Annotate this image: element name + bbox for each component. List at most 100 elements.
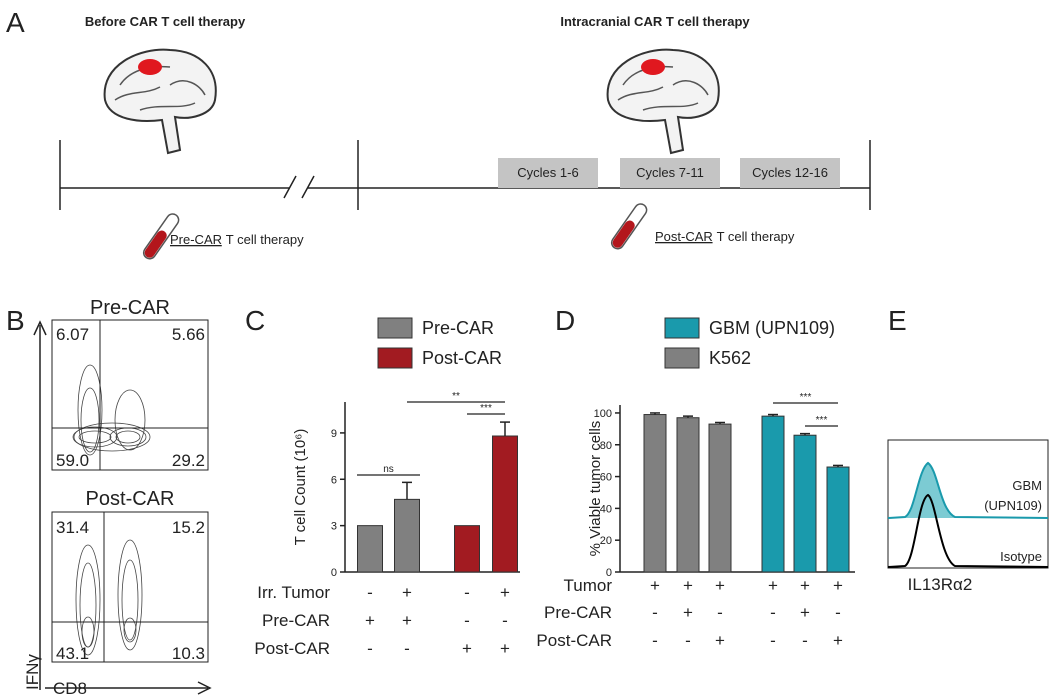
bar bbox=[761, 415, 785, 573]
control-label: Isotype bbox=[1000, 549, 1042, 564]
condition-mark: + bbox=[715, 631, 725, 650]
blood-tube bbox=[610, 203, 648, 250]
quadrant-value: 59.0 bbox=[56, 451, 89, 470]
contours bbox=[75, 539, 143, 656]
axis-label: IL13Rα2 bbox=[908, 575, 973, 594]
cycle-label: Cycles 12-16 bbox=[752, 165, 828, 180]
y-axis-label: % Viable tumor cells bbox=[587, 421, 604, 557]
y-tick-label: 80 bbox=[600, 440, 612, 452]
bar bbox=[676, 417, 700, 573]
sample-underlined: Post-CAR bbox=[655, 229, 713, 244]
brain-icon bbox=[606, 48, 720, 155]
blood-tube bbox=[142, 213, 180, 260]
sample-label: (UPN109) bbox=[984, 498, 1042, 513]
flow-plot bbox=[51, 319, 209, 471]
histogram-frame bbox=[887, 439, 1049, 569]
y-tick-label: 40 bbox=[600, 503, 612, 515]
y-tick-label: 20 bbox=[600, 535, 612, 547]
panel-label: B bbox=[6, 305, 25, 336]
significance-label: ** bbox=[452, 391, 460, 402]
condition-mark: + bbox=[683, 603, 693, 622]
condition-mark: - bbox=[652, 631, 658, 650]
y-tick-label: 60 bbox=[600, 472, 612, 484]
legend-label: K562 bbox=[709, 348, 751, 368]
legend-swatch bbox=[664, 317, 700, 339]
bar bbox=[793, 434, 817, 573]
histogram-panel: GBM (UPN109) Isotype IL13Rα2 bbox=[887, 439, 1049, 594]
bar bbox=[357, 525, 383, 573]
quadrant-value: 43.1 bbox=[56, 644, 89, 663]
brain-icon bbox=[103, 48, 217, 155]
quadrant-value: 29.2 bbox=[172, 451, 205, 470]
quadrant-value: 5.66 bbox=[172, 325, 205, 344]
y-tick-label: 6 bbox=[331, 474, 337, 486]
condition-mark: + bbox=[683, 576, 693, 595]
sample-text: T cell therapy bbox=[717, 229, 795, 244]
panel-label: A bbox=[6, 7, 25, 38]
condition-mark: - bbox=[502, 611, 508, 630]
condition-mark: - bbox=[464, 583, 470, 602]
cycle-label: Cycles 7-11 bbox=[636, 165, 704, 180]
flow-panel: Pre-CAR 6.07 5.66 59.0 29.2 Post-CAR 31.… bbox=[23, 297, 212, 698]
condition-mark: + bbox=[462, 639, 472, 658]
legend-swatch bbox=[664, 347, 700, 369]
condition-label: Pre-CAR bbox=[262, 611, 330, 630]
bar bbox=[492, 435, 518, 573]
cycle-label: Cycles 1-6 bbox=[517, 165, 578, 180]
quadrant-value: 6.07 bbox=[56, 325, 89, 344]
bar bbox=[394, 498, 420, 573]
cycle-box bbox=[620, 158, 720, 188]
panel-label: E bbox=[888, 305, 907, 336]
condition-mark: - bbox=[717, 603, 723, 622]
axis-break bbox=[283, 175, 297, 199]
y-tick-label: 0 bbox=[331, 567, 337, 579]
condition-mark: - bbox=[685, 631, 691, 650]
significance-label: *** bbox=[800, 392, 812, 403]
sample-curve bbox=[887, 461, 1049, 519]
condition-mark: + bbox=[800, 576, 810, 595]
significance-label: *** bbox=[816, 415, 828, 426]
bar bbox=[643, 414, 667, 573]
axis-label: IFNγ bbox=[23, 654, 42, 690]
legend-swatch bbox=[377, 347, 413, 369]
axis-label: CD8 bbox=[53, 679, 87, 698]
cycle-box bbox=[740, 158, 840, 188]
legend-swatch bbox=[377, 317, 413, 339]
sample-label: GBM bbox=[1012, 478, 1042, 493]
condition-mark: + bbox=[500, 583, 510, 602]
sample-text: T cell therapy bbox=[226, 232, 304, 247]
sample-label: Post-CAR T cell therapy bbox=[655, 229, 795, 244]
y-tick-label: 0 bbox=[606, 567, 612, 579]
arrow-head bbox=[197, 681, 212, 695]
legend-label: Pre-CAR bbox=[422, 318, 494, 338]
bar bbox=[826, 466, 850, 573]
legend-label: GBM (UPN109) bbox=[709, 318, 835, 338]
arrow-head bbox=[33, 320, 47, 336]
bar bbox=[454, 525, 480, 573]
timeline-title: Intracranial CAR T cell therapy bbox=[560, 14, 750, 29]
legend-label: Post-CAR bbox=[422, 348, 502, 368]
condition-mark: + bbox=[833, 631, 843, 650]
condition-mark: - bbox=[404, 639, 410, 658]
quadrant-value: 31.4 bbox=[56, 518, 89, 537]
condition-mark: - bbox=[835, 603, 841, 622]
condition-mark: + bbox=[800, 603, 810, 622]
y-tick-label: 100 bbox=[594, 408, 612, 420]
panel-label: C bbox=[245, 305, 265, 336]
condition-mark: + bbox=[833, 576, 843, 595]
significance-label: ns bbox=[383, 464, 394, 475]
condition-mark: - bbox=[770, 603, 776, 622]
y-tick-label: 3 bbox=[331, 521, 337, 533]
condition-label: Post-CAR bbox=[536, 631, 612, 650]
sample-underlined: Pre-CAR bbox=[170, 232, 222, 247]
sample-label: Pre-CAR T cell therapy bbox=[170, 232, 304, 247]
cycle-box bbox=[498, 158, 598, 188]
condition-mark: - bbox=[770, 631, 776, 650]
significance-label: *** bbox=[480, 403, 492, 414]
quadrant-value: 15.2 bbox=[172, 518, 205, 537]
timeline-title: Before CAR T cell therapy bbox=[85, 14, 246, 29]
condition-mark: - bbox=[652, 603, 658, 622]
condition-mark: - bbox=[464, 611, 470, 630]
condition-label: Tumor bbox=[564, 576, 613, 595]
